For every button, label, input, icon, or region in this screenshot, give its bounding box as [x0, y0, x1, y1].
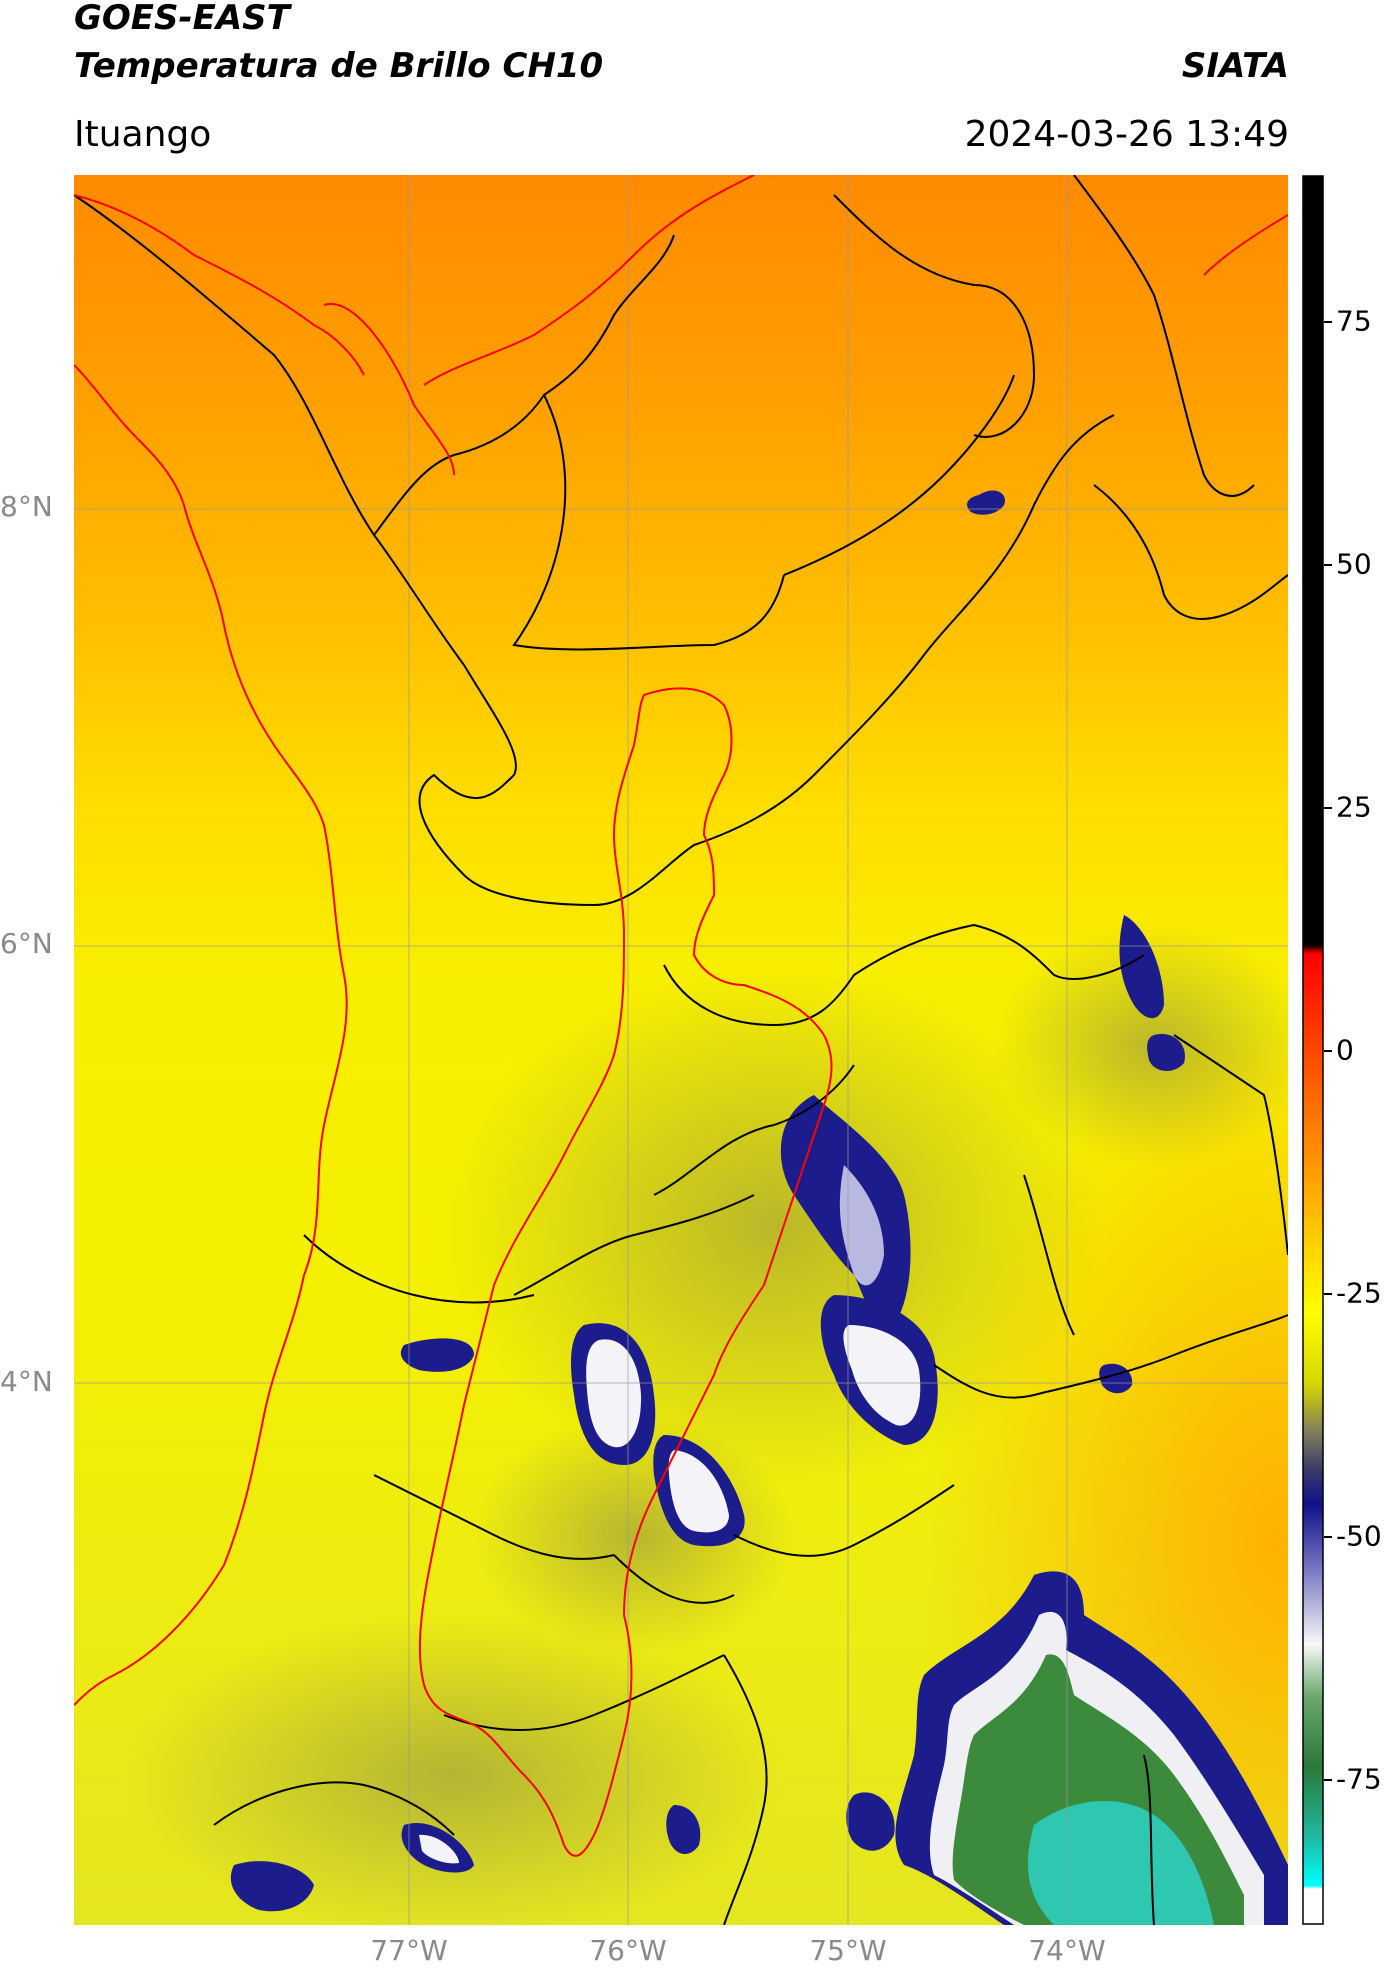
red-outlines [74, 175, 1288, 1857]
lat-label-4n: 4°N [0, 1365, 53, 1398]
datetime-label: 2024-03-26 13:49 [964, 114, 1289, 155]
satellite-title: GOES-EAST [74, 0, 290, 38]
colorbar-tick-mark [1324, 1779, 1332, 1782]
colorbar-tick-mark [1324, 1293, 1332, 1296]
colorbar-tick-label: 0 [1336, 1033, 1354, 1067]
colorbar-tick-label: -50 [1336, 1519, 1382, 1553]
colorbar-tick-mark [1324, 1536, 1332, 1539]
colorbar-tick-label: 50 [1336, 547, 1372, 581]
cold-cloud-cells [230, 490, 1185, 1912]
lon-label-75w: 75°W [809, 1934, 887, 1967]
product-title: Temperatura de Brillo CH10 [74, 46, 604, 86]
department-borders [74, 175, 1288, 1925]
lon-label-77w: 77°W [370, 1934, 448, 1967]
organization-label: SIATA [1181, 46, 1289, 86]
colorbar-tick-label: 25 [1336, 790, 1372, 824]
lon-label-74w: 74°W [1028, 1934, 1106, 1967]
brightness-temperature-map [74, 175, 1288, 1925]
colorbar-tick-mark [1324, 1050, 1332, 1052]
colorbar-tick-label: 75 [1336, 304, 1372, 338]
temperature-colorbar [1302, 175, 1324, 1925]
colorbar-tick-mark [1324, 806, 1332, 809]
colorbar-tick-label: -75 [1336, 1762, 1382, 1796]
colorbar-tick-mark [1324, 320, 1332, 323]
lon-label-76w: 76°W [589, 1934, 667, 1967]
lat-label-6n: 6°N [0, 927, 53, 960]
cold-cloud-mass-southeast [895, 1571, 1288, 1925]
colorbar-tick-label: -25 [1336, 1276, 1382, 1310]
lat-label-8n: 8°N [0, 490, 53, 523]
region-label: Ituango [74, 114, 212, 155]
colorbar-tick-mark [1324, 563, 1332, 566]
